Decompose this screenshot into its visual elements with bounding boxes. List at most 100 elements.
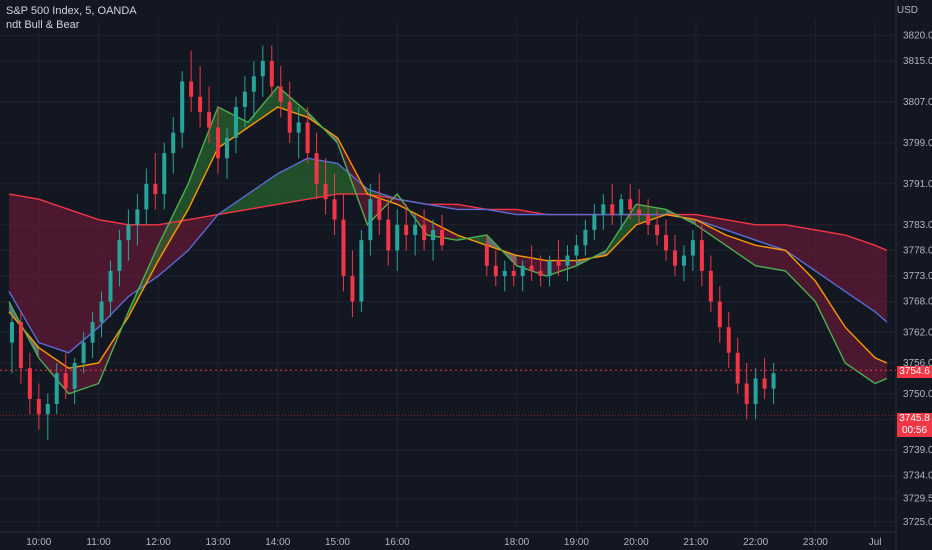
- indicator-title[interactable]: ndt Bull & Bear: [6, 19, 80, 31]
- candle-body: [655, 224, 660, 236]
- candle-body: [287, 101, 292, 133]
- slow-band-fill: [38, 199, 69, 353]
- series-line-long-ma: [8, 157, 888, 354]
- candle-body: [646, 214, 651, 225]
- candle-body: [359, 240, 364, 302]
- candle-body: [368, 199, 373, 241]
- candle-body: [90, 322, 95, 343]
- candle-body: [198, 96, 203, 113]
- countdown-tag: 00:56: [897, 425, 932, 437]
- y-tick-label: 3729.5: [903, 494, 932, 505]
- candle-body: [619, 199, 624, 215]
- candle-body: [117, 240, 122, 271]
- candle-body: [628, 199, 633, 210]
- candle-body: [717, 301, 722, 328]
- y-tick-label: 3807.0: [903, 97, 932, 108]
- candle-body: [233, 107, 238, 138]
- candle-body: [180, 81, 185, 133]
- x-tick-label: 18:00: [504, 537, 529, 548]
- y-tick-label: 3725.0: [903, 517, 932, 528]
- candle-body: [771, 373, 776, 389]
- candle-body: [726, 327, 731, 353]
- candle-body: [54, 373, 59, 404]
- candle-body: [601, 204, 606, 215]
- x-tick-label: Jul: [869, 537, 882, 548]
- candle-body: [699, 240, 704, 271]
- y-tick-label: 3739.0: [903, 445, 932, 456]
- candle-body: [260, 60, 265, 77]
- candle-body: [386, 219, 391, 251]
- y-tick-label: 3756.0: [903, 358, 932, 369]
- y-tick-label: 3820.0: [903, 30, 932, 41]
- slow-band-fill: [128, 224, 159, 297]
- candle-body: [341, 219, 346, 276]
- fast-band-fill: [695, 219, 726, 246]
- candle-body: [45, 404, 50, 415]
- candle-body: [135, 209, 140, 225]
- candle-body: [395, 224, 400, 251]
- y-tick-label: 3783.0: [903, 220, 932, 231]
- series-line-slow-ma: [8, 193, 888, 252]
- slow-band-fill: [8, 194, 39, 343]
- candle-body: [744, 383, 749, 404]
- fast-band-fill: [38, 347, 69, 394]
- x-tick-label: 12:00: [146, 537, 171, 548]
- candle-body: [511, 270, 516, 276]
- fast-band-fill: [188, 107, 219, 210]
- fast-band-fill: [815, 281, 846, 364]
- x-tick-label: 23:00: [803, 537, 828, 548]
- candle-body: [269, 60, 274, 87]
- candle-body: [153, 183, 158, 195]
- candle-body: [404, 224, 409, 236]
- x-tick-label: 16:00: [385, 537, 410, 548]
- candle-body: [108, 270, 113, 302]
- candle-body: [314, 153, 319, 184]
- slow-band-fill: [845, 235, 876, 312]
- series-line-mid-ma: [8, 106, 888, 369]
- x-tick-label: 15:00: [325, 537, 350, 548]
- fast-band-fill: [875, 357, 888, 384]
- x-tick-label: 20:00: [624, 537, 649, 548]
- candle-body: [251, 76, 256, 92]
- candle-body: [18, 322, 23, 369]
- fast-band-fill: [785, 250, 816, 302]
- candle-body: [556, 260, 561, 266]
- candle-body: [502, 270, 507, 276]
- x-tick-label: 22:00: [743, 537, 768, 548]
- candle-body: [99, 301, 104, 323]
- candle-body: [189, 81, 194, 97]
- candle-body: [637, 209, 642, 215]
- candle-body: [323, 183, 328, 200]
- candle-body: [493, 265, 498, 276]
- candle-body: [610, 204, 615, 215]
- last-price-tag: 3754.6: [897, 366, 932, 378]
- symbol-title[interactable]: S&P 500 Index, 5, OANDA: [6, 5, 137, 17]
- x-tick-label: 19:00: [564, 537, 589, 548]
- candle-body: [529, 265, 534, 271]
- slow-band-fill: [755, 224, 786, 251]
- marker-price-tag: 3745.8: [897, 413, 932, 425]
- y-tick-label: 3799.0: [903, 138, 932, 149]
- candle-body: [413, 224, 418, 236]
- candle-body: [753, 378, 758, 404]
- chart-legend: S&P 500 Index, 5, OANDA ndt Bull & Bear: [6, 4, 137, 32]
- candle-body: [72, 363, 77, 389]
- currency-label: USD: [896, 5, 918, 16]
- slow-band-fill: [247, 173, 278, 210]
- candle-body: [305, 122, 310, 154]
- candle-body: [708, 270, 713, 302]
- candle-body: [574, 245, 579, 256]
- candle-body: [762, 378, 767, 389]
- candle-body: [377, 199, 382, 220]
- x-tick-label: 13:00: [206, 537, 231, 548]
- candle-body: [126, 224, 131, 241]
- y-tick-label: 3773.0: [903, 271, 932, 282]
- candle-body: [538, 270, 543, 276]
- candle-body: [224, 137, 229, 159]
- candle-body: [278, 86, 283, 102]
- candle-body: [422, 224, 427, 241]
- candle-body: [484, 245, 489, 266]
- candle-body: [27, 368, 32, 399]
- candle-body: [332, 199, 337, 220]
